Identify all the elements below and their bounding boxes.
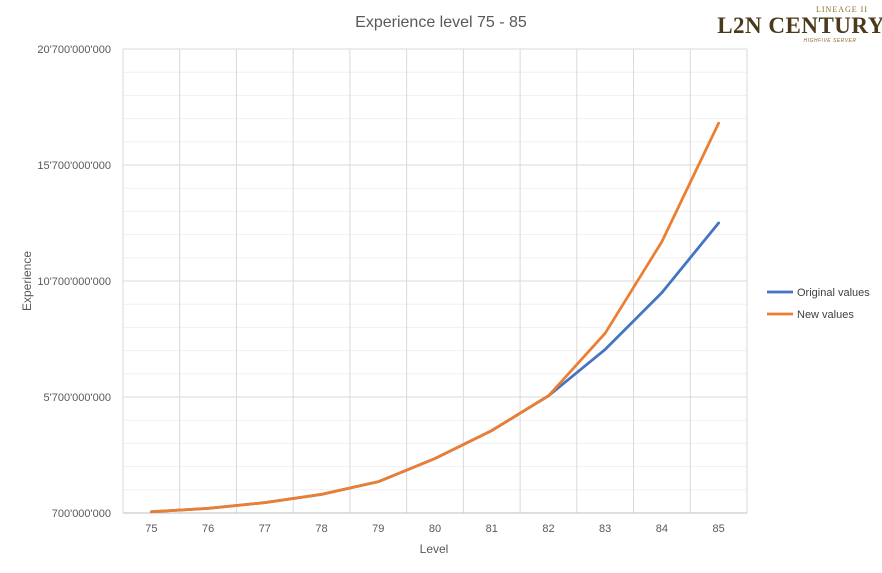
minor-gridlines <box>123 71 747 491</box>
data-point <box>206 507 210 510</box>
logo-top-text: LINEAGE II <box>816 5 868 14</box>
y-tick-label: 5'700'000'000 <box>44 392 111 404</box>
chart-title: Experience level 75 - 85 <box>355 14 527 31</box>
logo-sub-text: HIGHFIVE SERVER <box>804 38 857 44</box>
y-tick-label: 20'700'000'000 <box>37 44 111 56</box>
data-point <box>490 429 493 432</box>
logo: LINEAGE II L2N CENTURY HIGHFIVE SERVER <box>717 5 882 44</box>
x-tick-label: 78 <box>315 523 327 535</box>
data-point <box>320 493 323 496</box>
legend-label: New values <box>797 309 854 321</box>
x-tick-label: 77 <box>259 523 271 535</box>
x-tick-label: 83 <box>599 523 611 535</box>
x-tick-label: 82 <box>542 523 554 535</box>
y-tick-label: 700'000'000 <box>52 508 111 520</box>
data-point <box>603 332 607 335</box>
data-point <box>660 240 664 243</box>
x-tick-label: 84 <box>656 523 668 535</box>
data-point <box>150 510 153 514</box>
data-point <box>660 291 664 294</box>
legend: Original values New values <box>767 287 870 321</box>
data-point <box>263 501 267 504</box>
y-tick-label: 15'700'000'000 <box>37 160 111 172</box>
data-point <box>717 122 720 125</box>
logo-main-text: L2N CENTURY <box>717 13 882 38</box>
axes <box>122 49 747 514</box>
x-tick-label: 75 <box>145 523 157 535</box>
data-point <box>603 348 607 351</box>
data-point <box>717 221 720 225</box>
y-axis-label: Experience <box>20 251 34 311</box>
legend-label: Original values <box>797 287 870 299</box>
x-tick-labels: 75 76 77 78 79 80 81 82 83 84 85 <box>145 523 725 535</box>
data-point <box>377 480 380 483</box>
x-tick-label: 81 <box>486 523 498 535</box>
x-tick-label: 80 <box>429 523 441 535</box>
x-axis-label: Level <box>420 542 449 556</box>
major-gridlines <box>123 48 748 513</box>
x-tick-label: 85 <box>713 523 725 535</box>
y-tick-labels: 700'000'000 5'700'000'000 10'700'000'000 15… <box>37 44 111 520</box>
x-tick-label: 79 <box>372 523 384 535</box>
y-tick-label: 10'700'000'000 <box>37 276 111 288</box>
x-tick-label: 76 <box>202 523 214 535</box>
series-lines <box>150 121 720 514</box>
data-point <box>547 394 550 398</box>
data-point <box>433 457 437 460</box>
